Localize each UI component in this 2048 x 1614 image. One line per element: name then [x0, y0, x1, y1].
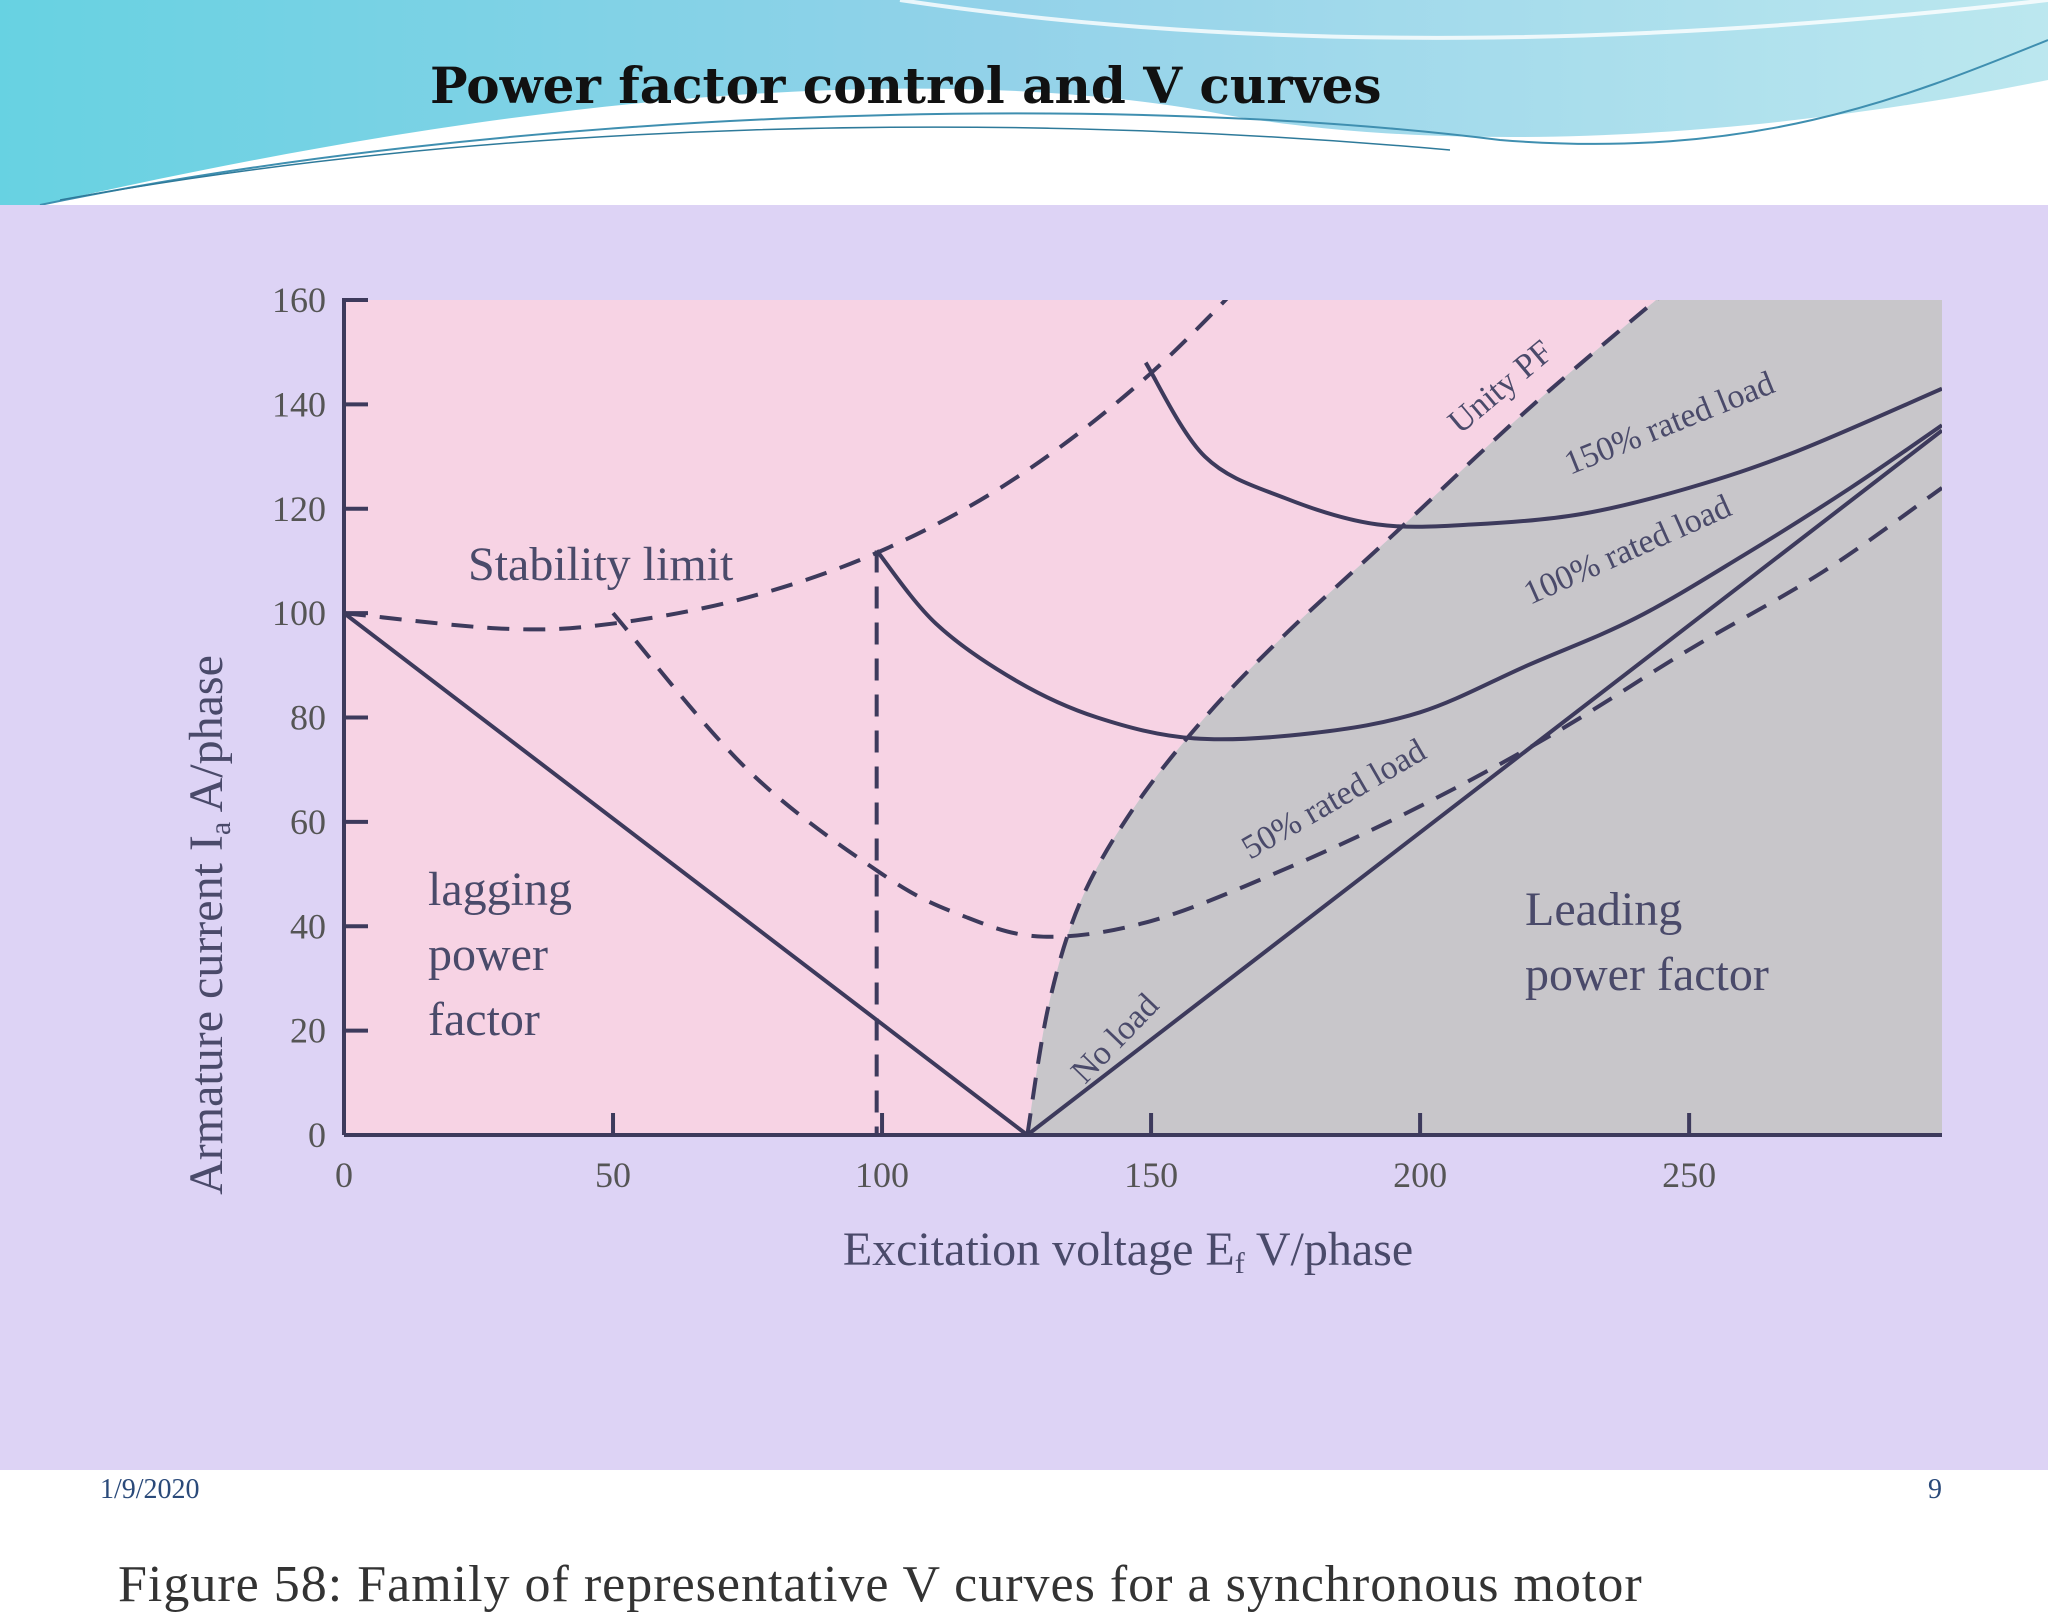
series-line-no-load — [344, 428, 1942, 1135]
series-line-100pct-rated-load — [875, 423, 1942, 742]
x-tick-label: 100 — [855, 1155, 909, 1195]
series-line-150pct-rated-load — [1143, 361, 1942, 529]
x-tick-label: 0 — [335, 1155, 353, 1195]
slide-date: 1/9/2020 — [100, 1474, 200, 1505]
y-tick-label: 160 — [272, 280, 326, 320]
series-line-unity-pf — [1025, 300, 1660, 1135]
lagging-label-line-1: lagging — [428, 863, 572, 916]
lagging-label-line-2: power — [428, 928, 548, 981]
leading-region — [1027, 300, 1942, 1135]
y-axis-title: Armature current Ia A/phase — [180, 655, 237, 1195]
figure-caption: Figure 58: Family of representative V cu… — [118, 1556, 1643, 1613]
series-layer — [344, 300, 1942, 1135]
y-tick-label: 60 — [290, 802, 326, 842]
axes — [342, 298, 1942, 1137]
y-tick-label: 40 — [290, 906, 326, 946]
y-tick-label: 20 — [290, 1011, 326, 1051]
header-wave-decoration — [0, 0, 2048, 206]
y-tick-label: 0 — [308, 1115, 326, 1155]
y-tick-label: 120 — [272, 489, 326, 529]
y-tick-label: 100 — [272, 593, 326, 633]
leading-label-line-1: Leading — [1525, 883, 1682, 936]
lagging-region — [344, 300, 1663, 1135]
x-axis-title: Excitation voltage Ef V/phase — [843, 1223, 1413, 1280]
lagging-label-line-3: factor — [428, 993, 540, 1046]
v-curves-chart: 0 20 40 60 80 100 120 140 160 0 50 100 150 200 250 Exc… — [180, 280, 1942, 1280]
tick-labels: 0 20 40 60 80 100 120 140 160 0 50 100 150 200 250 — [272, 280, 1716, 1195]
x-tick-label: 150 — [1124, 1155, 1178, 1195]
series-line-50pct-rated-load — [611, 486, 1942, 939]
slide-title: Power factor control and V curves — [430, 56, 1382, 115]
leading-label-line-2: power factor — [1525, 948, 1769, 1001]
y-tick-label: 140 — [272, 384, 326, 424]
y-tick-label: 80 — [290, 698, 326, 738]
figure-panel: 0 20 40 60 80 100 120 140 160 0 50 100 150 200 250 Exc… — [0, 205, 2048, 1613]
slide-page-number: 9 — [1928, 1474, 1942, 1505]
slide-header: Power factor control and V curves — [0, 0, 2048, 206]
stability-limit-label: Stability limit — [468, 538, 734, 591]
x-tick-label: 50 — [595, 1155, 631, 1195]
x-tick-label: 250 — [1662, 1155, 1716, 1195]
x-tick-label: 200 — [1393, 1155, 1447, 1195]
series-line-stability-limit — [344, 300, 1229, 632]
